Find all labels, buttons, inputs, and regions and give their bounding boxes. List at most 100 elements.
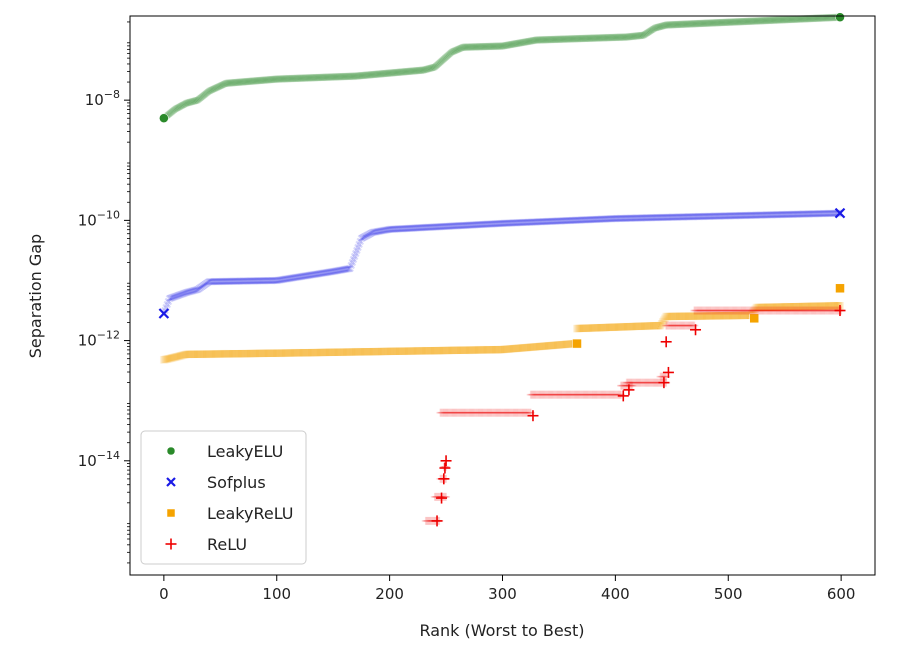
data-point: [270, 75, 279, 84]
data-point: [218, 80, 227, 90]
data-point: [719, 18, 728, 27]
data-point: [694, 19, 704, 28]
legend-label: LeakyELU: [207, 442, 283, 461]
data-point: [571, 34, 581, 43]
data-point: [242, 77, 251, 86]
data-point: [239, 77, 249, 87]
data-point: [792, 14, 802, 24]
data-point: [465, 42, 475, 52]
data-point: [337, 72, 347, 81]
data-point: [700, 19, 709, 28]
data-point: [797, 14, 806, 24]
x-tick-label: 500: [714, 585, 743, 603]
data-point: [475, 42, 485, 51]
data-point: [654, 22, 663, 32]
data-point: [297, 73, 306, 83]
data-point: [203, 87, 213, 97]
data-point: [334, 72, 344, 82]
data-point: [621, 32, 630, 42]
data-point: [302, 73, 312, 83]
data-point: [734, 17, 743, 27]
data-point: [506, 40, 515, 49]
data-point: [388, 68, 398, 78]
data-point: [279, 74, 288, 84]
data-point: [344, 72, 354, 81]
data-point: [176, 101, 186, 111]
data-point: [265, 75, 275, 84]
data-point: [602, 33, 611, 42]
data-point: [168, 106, 178, 116]
data-point: [521, 37, 531, 47]
data-point: [796, 14, 805, 24]
data-point: [760, 16, 769, 25]
data-point: [737, 17, 747, 26]
data-point: [528, 36, 538, 45]
data-point: [357, 71, 366, 80]
data-point: [301, 73, 311, 83]
data-point: [509, 39, 519, 49]
data-point: [752, 16, 761, 26]
data-point: [322, 72, 331, 82]
data-point: [444, 50, 453, 60]
data-point: [275, 74, 285, 84]
data-point: [795, 14, 804, 24]
data-point: [280, 74, 289, 84]
data-point: [336, 72, 346, 81]
data-point: [199, 91, 208, 100]
data-point: [616, 32, 626, 42]
data-point: [660, 21, 670, 30]
data-point: [481, 42, 490, 51]
data-point: [577, 34, 586, 43]
data-point: [372, 69, 382, 79]
data-point: [746, 16, 756, 26]
data-point: [685, 19, 695, 29]
data-point: [800, 14, 810, 24]
data-point: [605, 33, 614, 42]
data-point: [709, 18, 718, 28]
data-point: [635, 31, 645, 40]
data-point: [271, 74, 280, 84]
data-point: [185, 98, 195, 107]
x-tick-label: 400: [601, 585, 630, 603]
data-point: [187, 97, 197, 106]
data-point: [211, 83, 221, 93]
data-point: [488, 42, 497, 51]
data-point: [307, 73, 316, 83]
data-point: [520, 37, 530, 47]
data-point: [728, 17, 738, 27]
data-point: [472, 42, 481, 52]
data-point: [184, 98, 193, 107]
data-point: [398, 67, 408, 77]
data-point: [666, 20, 675, 30]
data-point: [367, 70, 376, 79]
data-point: [745, 17, 754, 26]
data-point: [658, 21, 668, 31]
data-point: [753, 16, 762, 26]
data-point: [806, 14, 815, 23]
data-point: [248, 76, 258, 86]
data-point: [255, 76, 265, 85]
data-point: [332, 72, 341, 82]
data-point: [718, 18, 727, 27]
data-point: [791, 14, 801, 24]
data-point: [524, 37, 533, 46]
data-point: [315, 73, 324, 82]
data-point: [318, 73, 328, 82]
data-point: [466, 42, 476, 52]
data-point: [380, 69, 390, 78]
data-point: [219, 80, 228, 89]
data-point: [535, 35, 544, 45]
data-point: [254, 76, 263, 85]
data-point: [389, 68, 399, 77]
data-marks: [158, 12, 846, 527]
data-point: [446, 48, 455, 58]
data-point: [327, 72, 337, 82]
data-point: [789, 15, 798, 24]
data-point: [486, 42, 496, 51]
data-point: [735, 17, 744, 26]
data-point: [691, 19, 700, 28]
data-point: [725, 17, 734, 27]
data-point: [607, 33, 617, 42]
data-point: [648, 25, 657, 34]
data-point: [684, 19, 693, 29]
